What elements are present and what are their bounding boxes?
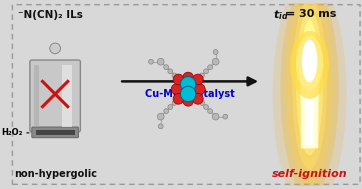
Circle shape — [157, 113, 164, 120]
Circle shape — [158, 124, 163, 129]
Bar — [62, 65, 72, 127]
Circle shape — [168, 69, 173, 74]
Text: non-hypergolic: non-hypergolic — [14, 170, 97, 180]
Circle shape — [177, 95, 182, 100]
Circle shape — [172, 73, 177, 78]
Circle shape — [199, 101, 204, 105]
Circle shape — [180, 86, 196, 102]
FancyBboxPatch shape — [301, 69, 318, 148]
Circle shape — [208, 109, 212, 114]
Bar — [36, 130, 75, 135]
Circle shape — [203, 105, 209, 109]
Text: H₂O₂: H₂O₂ — [2, 128, 23, 137]
Circle shape — [168, 105, 173, 109]
Circle shape — [194, 84, 205, 94]
Circle shape — [212, 58, 219, 65]
Circle shape — [157, 58, 164, 65]
Circle shape — [173, 74, 184, 85]
Circle shape — [164, 109, 169, 114]
Ellipse shape — [300, 20, 319, 141]
Ellipse shape — [303, 30, 316, 127]
Circle shape — [50, 43, 60, 54]
Ellipse shape — [273, 0, 346, 189]
FancyBboxPatch shape — [12, 5, 360, 184]
Circle shape — [208, 65, 212, 70]
Circle shape — [148, 59, 153, 64]
Ellipse shape — [305, 38, 315, 115]
Text: = 30 ms: = 30 ms — [286, 9, 337, 19]
Ellipse shape — [296, 36, 323, 90]
Ellipse shape — [286, 0, 333, 183]
Circle shape — [194, 95, 199, 100]
Ellipse shape — [281, 0, 339, 189]
Ellipse shape — [302, 40, 317, 82]
Ellipse shape — [290, 31, 329, 99]
Circle shape — [171, 84, 182, 94]
Circle shape — [193, 94, 203, 104]
Text: self-ignition: self-ignition — [272, 170, 348, 180]
Circle shape — [183, 95, 194, 106]
Circle shape — [194, 78, 199, 83]
Circle shape — [173, 94, 184, 104]
FancyBboxPatch shape — [32, 127, 79, 138]
Circle shape — [203, 69, 209, 74]
Ellipse shape — [292, 0, 327, 170]
Text: Cu-MOF catalyst: Cu-MOF catalyst — [145, 89, 235, 99]
Bar — [305, 72, 315, 146]
Circle shape — [193, 74, 203, 85]
Bar — [34, 65, 39, 127]
Circle shape — [164, 65, 169, 70]
Circle shape — [212, 113, 219, 120]
Circle shape — [172, 101, 177, 105]
Text: $\bfit{t}_{id}$: $\bfit{t}_{id}$ — [273, 9, 289, 22]
Text: ⁻N(CN)₂ ILs: ⁻N(CN)₂ ILs — [18, 9, 83, 19]
Ellipse shape — [296, 9, 323, 155]
Circle shape — [180, 77, 196, 92]
Circle shape — [177, 78, 182, 83]
Circle shape — [183, 72, 194, 83]
FancyBboxPatch shape — [30, 60, 80, 132]
Circle shape — [199, 73, 204, 78]
Circle shape — [213, 50, 218, 54]
Circle shape — [223, 114, 228, 119]
